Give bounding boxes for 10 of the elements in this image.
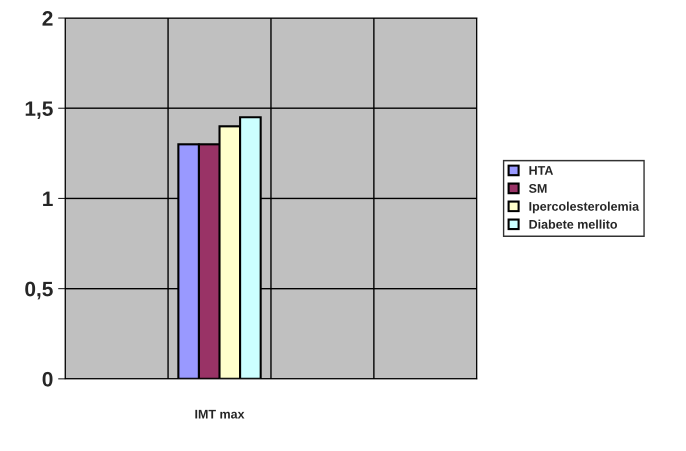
legend-label: Diabete mellito <box>529 220 618 229</box>
y-tick-label: 2 <box>42 11 53 26</box>
y-tick-label: 0 <box>42 372 53 387</box>
legend-label: SM <box>528 184 547 193</box>
legend-label: Ipercolesterolemia <box>529 202 640 214</box>
y-tick-label: 0,5 <box>25 282 53 300</box>
y-tick-label: 1 <box>43 192 53 206</box>
legend-label: HTA <box>529 166 554 175</box>
y-tick-label: 1,5 <box>26 101 53 120</box>
x-tick-label: IMT max <box>195 410 244 419</box>
